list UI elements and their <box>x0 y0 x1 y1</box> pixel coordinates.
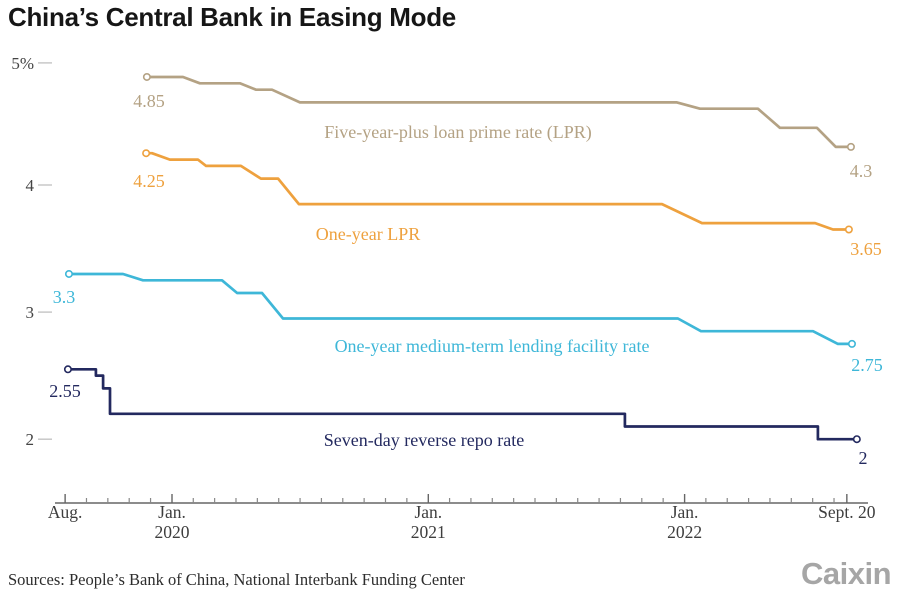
chart-title: China’s Central Bank in Easing Mode <box>8 2 456 32</box>
end-value-label-repo7d: 2 <box>859 448 868 468</box>
start-value-label-lpr5y: 4.85 <box>133 91 165 111</box>
x-tick-year-label: 2021 <box>411 522 446 542</box>
x-tick-label: Aug. <box>48 502 83 522</box>
series-name-label-mlf1y: One-year medium-term lending facility ra… <box>335 336 650 356</box>
end-value-label-lpr5y: 4.3 <box>850 161 873 181</box>
y-tick-label: 4 <box>26 176 35 195</box>
x-tick-label: Sept. 20 <box>818 502 876 522</box>
y-tick-label: 3 <box>26 303 35 322</box>
y-tick-label: 5% <box>11 54 34 73</box>
series-start-marker-repo7d <box>63 365 72 374</box>
x-tick-label: Jan. <box>158 502 186 522</box>
series-end-marker-lpr1y <box>844 225 853 234</box>
series-line-lpr1y <box>144 151 851 231</box>
source-note: Sources: People’s Bank of China, Nationa… <box>8 570 465 589</box>
series-end-marker-repo7d <box>852 435 861 444</box>
series-line-lpr5y <box>145 75 853 149</box>
x-tick-year-label: 2020 <box>155 522 190 542</box>
series-name-label-repo7d: Seven-day reverse repo rate <box>324 430 524 450</box>
end-value-label-lpr1y: 3.65 <box>850 239 882 259</box>
y-tick-label: 2 <box>26 430 35 449</box>
series-start-marker-lpr5y <box>142 72 151 81</box>
x-tick-year-label: 2022 <box>667 522 702 542</box>
series-line-mlf1y <box>67 272 854 346</box>
start-value-label-lpr1y: 4.25 <box>133 171 165 191</box>
series-end-marker-lpr5y <box>846 142 855 151</box>
series-line-repo7d <box>66 367 859 441</box>
x-tick-label: Jan. <box>671 502 699 522</box>
series-start-marker-lpr1y <box>142 149 151 158</box>
series-name-label-lpr1y: One-year LPR <box>316 224 420 244</box>
end-value-label-mlf1y: 2.75 <box>851 355 883 375</box>
series-end-marker-mlf1y <box>847 339 856 348</box>
series-name-label-lpr5y: Five-year-plus loan prime rate (LPR) <box>324 122 592 143</box>
series-start-marker-mlf1y <box>64 269 73 278</box>
caixin-logo: Caixin <box>800 556 892 591</box>
start-value-label-repo7d: 2.55 <box>49 381 81 401</box>
start-value-label-mlf1y: 3.3 <box>53 287 76 307</box>
x-tick-label: Jan. <box>414 502 442 522</box>
